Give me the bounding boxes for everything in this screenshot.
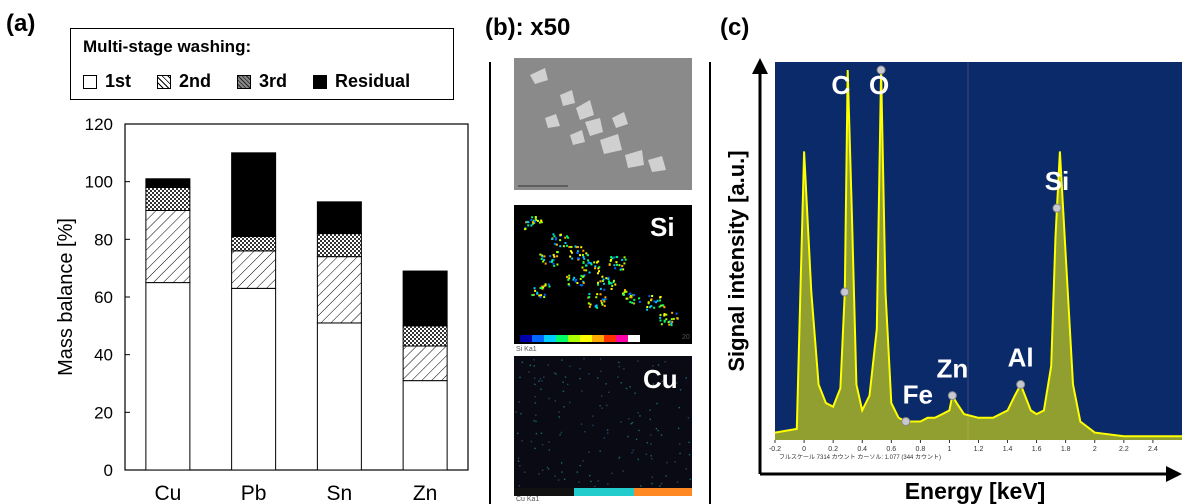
bar-Pb-1st [231, 287, 277, 471]
si-scale-caption: Si Ka1 [516, 346, 537, 353]
y-tick-label-1: 20 [94, 403, 113, 422]
legend-swatch-3rd [237, 74, 252, 89]
peak-marker-C [840, 287, 850, 297]
y-tick-label-3: 60 [94, 288, 113, 307]
bar-Cu-1st [145, 282, 191, 471]
eds-x-tick-label-6: 1 [947, 446, 951, 453]
y-tick-label-4: 80 [94, 230, 113, 249]
peak-marker-Al [1016, 380, 1026, 389]
eds-footer-text: フルスケール 7314 カウント カーソル: 1.077 (344 カウント) [779, 453, 941, 461]
peak-label-Si: Si [1045, 166, 1070, 196]
bar-Sn-Residual [316, 201, 362, 235]
eds-x-tick-label-5: 0.8 [915, 446, 925, 453]
eds-y-arrow [752, 58, 768, 74]
legend-item-3rd: 3rd [237, 71, 287, 92]
eds-x-arrow [1166, 466, 1182, 482]
y-tick-label-0: 0 [104, 461, 113, 480]
legend-swatch-1st [83, 74, 97, 89]
legend-label-2nd: 2nd [179, 71, 212, 91]
cu-scale-caption: Cu Ka1 [516, 496, 540, 503]
peak-label-Al: Al [1008, 343, 1034, 373]
legend-swatch-2nd [157, 74, 172, 89]
bar-Pb-2nd [231, 250, 277, 289]
x-tick-label-Cu: Cu [154, 482, 181, 504]
peak-marker-Si [1052, 203, 1062, 213]
si-scale-value: 20 [682, 334, 690, 341]
cu-map-image [514, 356, 692, 496]
peak-marker-O [876, 65, 886, 75]
bar-Sn-2nd [316, 256, 362, 324]
peak-marker-Zn [947, 391, 957, 401]
bar-Cu-2nd [145, 210, 191, 284]
si-map-label: Si [650, 212, 675, 242]
bar-Cu-3rd [145, 186, 191, 211]
bar-Zn-1st [402, 380, 448, 471]
peak-label-O: O [869, 70, 889, 100]
peak-label-Fe: Fe [903, 380, 933, 410]
eds-x-tick-label-10: 1.8 [1061, 446, 1071, 453]
bar-Cu-Residual [145, 178, 191, 188]
eds-x-tick-label-7: 1.2 [974, 446, 984, 453]
si-color-scale [520, 335, 640, 342]
y-tick-label-6: 120 [85, 115, 113, 134]
cu-map-label: Cu [643, 364, 678, 394]
eds-x-tick-label-13: 2.4 [1148, 446, 1158, 453]
spectrum-area [775, 70, 1182, 440]
x-tick-label-Sn: Sn [327, 482, 353, 504]
legend-item-residual: Residual [313, 71, 410, 92]
sem-image [514, 58, 692, 190]
eds-x-tick-label-11: 2 [1093, 446, 1097, 453]
x-tick-label-Zn: Zn [413, 482, 438, 504]
legend-title: Multi-stage washing: [83, 37, 252, 56]
eds-x-tick-label-12: 2.2 [1119, 446, 1129, 453]
eds-x-axis-label: Energy [keV] [905, 478, 1046, 504]
bar-Zn-3rd [402, 325, 448, 347]
y-tick-label-2: 40 [94, 346, 113, 365]
peak-marker-Fe [901, 417, 911, 426]
panel-b-label: (b): x50 [485, 14, 571, 41]
y-axis-label: Mass balance [%] [55, 218, 77, 376]
x-tick-label-Pb: Pb [241, 482, 267, 504]
legend: Multi-stage washing: 1st 2nd 3rd Residua… [70, 28, 454, 100]
bar-Pb-3rd [231, 235, 277, 252]
bar-Zn-Residual [402, 270, 448, 327]
bar-Pb-Residual [231, 152, 277, 237]
eds-x-tick-label-1: 0 [802, 446, 806, 453]
si-map-image [514, 205, 692, 344]
legend-item-2nd: 2nd [157, 71, 211, 92]
bar-Zn-2nd [402, 345, 448, 382]
y-tick-label-5: 100 [85, 173, 113, 192]
spectrum-background [775, 62, 1182, 440]
bar-chart: 0 20 40 60 80 100 120 Mass balance [%] Cu Pb Sn Zn [55, 115, 469, 504]
legend-item-1st: 1st [83, 71, 131, 92]
legend-swatch-residual [313, 74, 328, 89]
legend-label-3rd: 3rd [259, 71, 288, 91]
peak-label-Zn: Zn [936, 354, 968, 384]
x-axis-strip [775, 440, 1182, 460]
peak-label-C: C [831, 70, 850, 100]
spectrum-line [774, 69, 1182, 438]
eds-x-tick-label-4: 0.6 [886, 446, 896, 453]
panel-c-label: (c) [720, 14, 750, 41]
eds-x-tick-label-9: 1.6 [1032, 446, 1042, 453]
eds-x-tick-label-2: 0.2 [828, 446, 838, 453]
bar-Sn-3rd [316, 233, 362, 258]
panel-a-label: (a) [6, 10, 36, 37]
eds-x-tick-label-0: -0.2 [769, 446, 781, 453]
eds-y-axis-label: Signal intensity [a.u.] [724, 150, 749, 371]
bar-Sn-1st [316, 322, 362, 471]
eds-x-tick-label-8: 1.4 [1003, 446, 1013, 453]
eds-x-tick-label-3: 0.4 [857, 446, 867, 453]
legend-label-1st: 1st [105, 71, 132, 91]
legend-label-residual: Residual [335, 71, 411, 91]
